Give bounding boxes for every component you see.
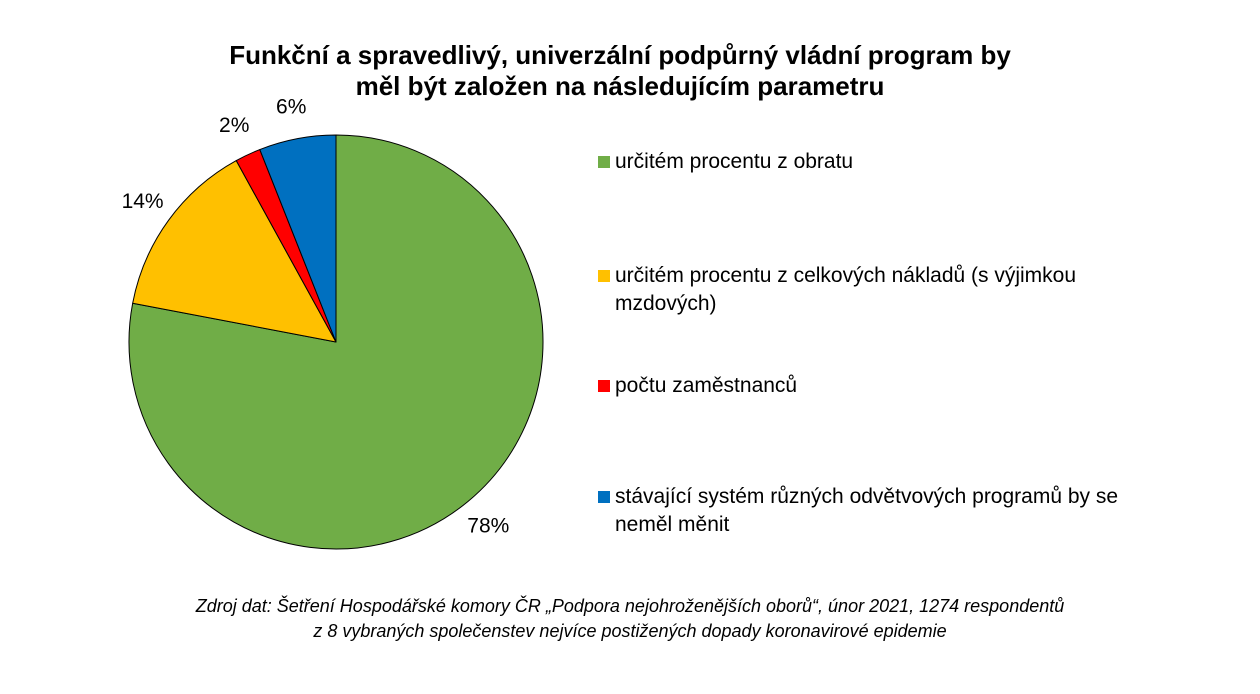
legend-item-employees: počtu zaměstnanců xyxy=(598,372,1158,400)
legend-item-turnover: určitém procentu z obratu xyxy=(598,148,1158,176)
source-note: Zdroj dat: Šetření Hospodářské komory ČR… xyxy=(60,594,1200,644)
legend-swatch xyxy=(598,491,610,503)
pie-slices xyxy=(128,134,544,550)
legend-item-existing-system: stávající systém různých odvětvových pro… xyxy=(598,483,1158,539)
legend-label: počtu zaměstnanců xyxy=(615,374,798,397)
legend-swatch xyxy=(598,380,610,392)
chart-title-line-2: měl být založen na následujícím parametr… xyxy=(355,71,885,101)
percent-label-employees: 2% xyxy=(219,114,249,137)
legend-label: určitém procentu z obratu xyxy=(615,150,854,173)
pie-slice-existing-system xyxy=(259,134,337,343)
legend-label: určitém procentu z celkových nákladů (s … xyxy=(615,264,1077,315)
percent-label-turnover: 78% xyxy=(467,515,509,538)
legend-item-total-costs: určitém procentu z celkových nákladů (s … xyxy=(598,262,1158,318)
legend-swatch xyxy=(598,270,610,282)
legend-swatch xyxy=(598,156,610,168)
pie-slice-total-costs xyxy=(132,160,337,343)
pie-percent-labels: 78% 14% 2% 6% xyxy=(122,96,510,538)
source-line-2: z 8 vybraných společenstev nejvíce posti… xyxy=(313,621,947,641)
percent-label-existing-system: 6% xyxy=(276,96,306,119)
legend-label: stávající systém různých odvětvových pro… xyxy=(615,485,1119,536)
percent-label-total-costs: 14% xyxy=(122,190,164,213)
chart-title: Funkční a spravedlivý, univerzální podpů… xyxy=(100,40,1140,102)
chart-title-line-1: Funkční a spravedlivý, univerzální podpů… xyxy=(229,40,1011,70)
source-line-1: Zdroj dat: Šetření Hospodářské komory ČR… xyxy=(195,596,1065,616)
